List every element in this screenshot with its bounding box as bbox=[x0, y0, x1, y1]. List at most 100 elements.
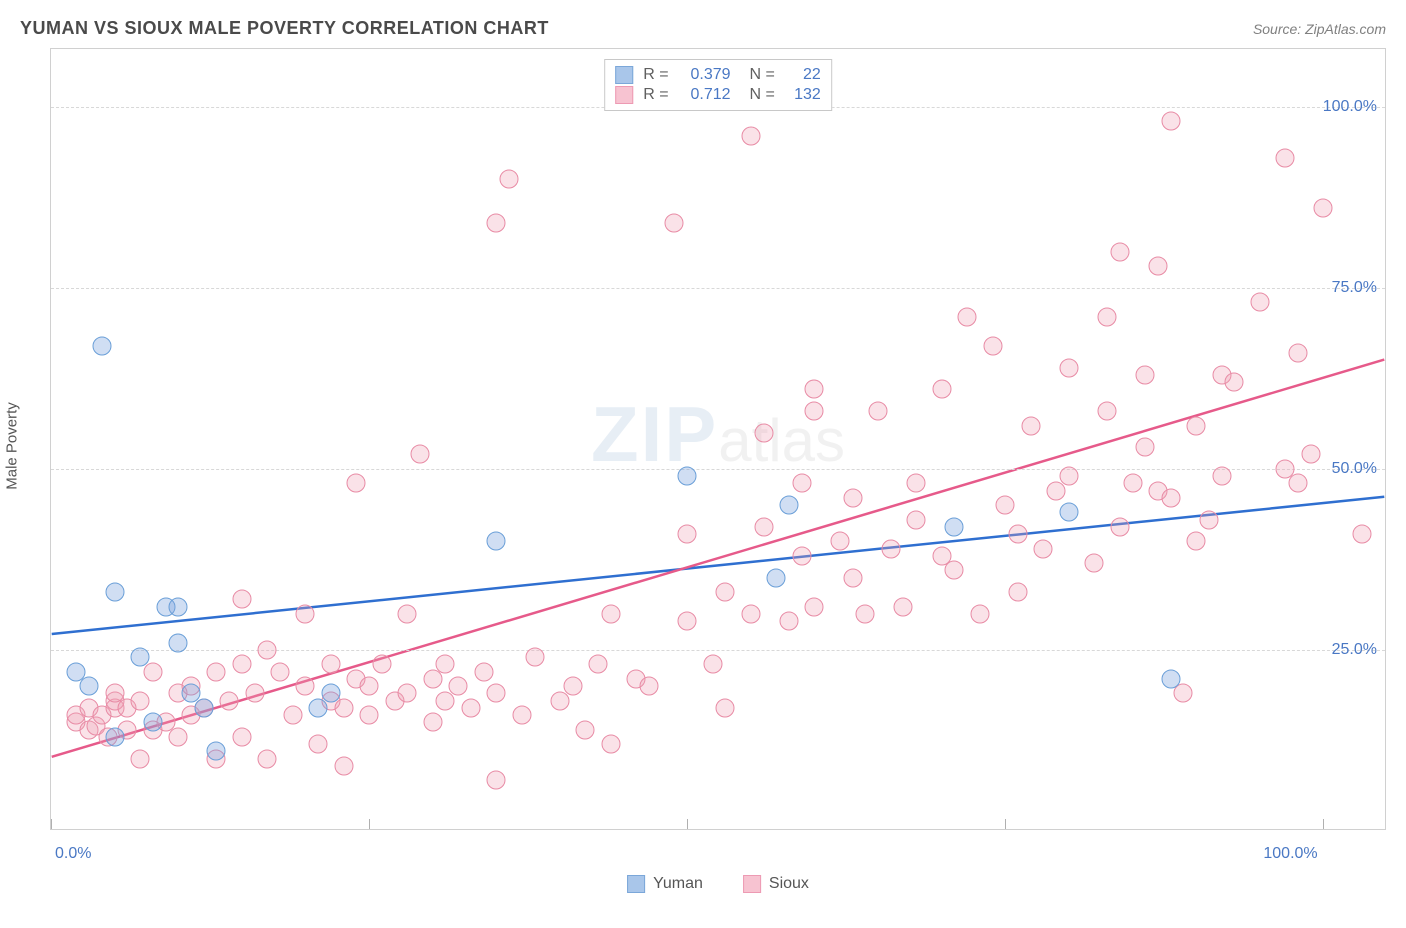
data-point bbox=[194, 698, 213, 717]
legend-r-value: 0.712 bbox=[679, 86, 731, 104]
data-point bbox=[321, 684, 340, 703]
data-point bbox=[907, 510, 926, 529]
data-point bbox=[779, 612, 798, 631]
data-point bbox=[678, 525, 697, 544]
legend-n-label: N = bbox=[741, 86, 775, 104]
data-point bbox=[1250, 293, 1269, 312]
legend-n-value: 132 bbox=[785, 86, 821, 104]
data-point bbox=[1288, 344, 1307, 363]
data-point bbox=[487, 771, 506, 790]
data-point bbox=[1110, 517, 1129, 536]
legend-label: Sioux bbox=[769, 875, 809, 893]
y-tick-label: 25.0% bbox=[1332, 641, 1377, 659]
data-point bbox=[283, 706, 302, 725]
data-point bbox=[996, 496, 1015, 515]
data-point bbox=[945, 561, 964, 580]
y-axis-label: Male Poverty bbox=[4, 402, 21, 490]
data-point bbox=[232, 655, 251, 674]
data-point bbox=[360, 706, 379, 725]
data-point bbox=[1161, 112, 1180, 131]
data-point bbox=[716, 583, 735, 602]
data-point bbox=[207, 662, 226, 681]
data-point bbox=[894, 597, 913, 616]
legend-n-value: 22 bbox=[785, 66, 821, 84]
legend-stat-row: R = 0.712 N = 132 bbox=[615, 86, 821, 104]
x-tick bbox=[51, 819, 52, 829]
data-point bbox=[563, 677, 582, 696]
data-point bbox=[843, 568, 862, 587]
data-point bbox=[410, 445, 429, 464]
x-tick bbox=[1005, 819, 1006, 829]
data-point bbox=[1148, 257, 1167, 276]
data-point bbox=[474, 662, 493, 681]
data-point bbox=[1276, 148, 1295, 167]
data-point bbox=[970, 604, 989, 623]
data-point bbox=[512, 706, 531, 725]
data-point bbox=[1352, 525, 1371, 544]
data-point bbox=[1136, 365, 1155, 384]
data-point bbox=[805, 402, 824, 421]
legend-r-label: R = bbox=[643, 86, 668, 104]
data-point bbox=[1098, 307, 1117, 326]
legend-n-label: N = bbox=[741, 66, 775, 84]
x-tick bbox=[1323, 819, 1324, 829]
data-point bbox=[1098, 402, 1117, 421]
data-point bbox=[1161, 488, 1180, 507]
data-point bbox=[1314, 199, 1333, 218]
legend-series: Yuman Sioux bbox=[627, 840, 809, 928]
chart-title: YUMAN VS SIOUX MALE POVERTY CORRELATION … bbox=[20, 18, 549, 39]
data-point bbox=[169, 633, 188, 652]
data-point bbox=[1059, 467, 1078, 486]
data-point bbox=[487, 532, 506, 551]
legend-stats: R =0.379 N =22R =0.712 N =132 bbox=[604, 59, 832, 111]
data-point bbox=[169, 597, 188, 616]
y-tick-label: 50.0% bbox=[1332, 460, 1377, 478]
legend-r-label: R = bbox=[643, 66, 668, 84]
y-tick-label: 100.0% bbox=[1323, 98, 1377, 116]
data-point bbox=[1161, 669, 1180, 688]
data-point bbox=[309, 735, 328, 754]
data-point bbox=[296, 604, 315, 623]
trend-line bbox=[52, 497, 1385, 634]
data-point bbox=[423, 713, 442, 732]
plot-area: ZIP atlas R =0.379 N =22R =0.712 N =132 … bbox=[50, 48, 1386, 830]
data-point bbox=[296, 677, 315, 696]
data-point bbox=[678, 467, 697, 486]
data-point bbox=[1085, 554, 1104, 573]
data-point bbox=[525, 648, 544, 667]
data-point bbox=[449, 677, 468, 696]
data-point bbox=[805, 380, 824, 399]
data-point bbox=[665, 213, 684, 232]
data-point bbox=[932, 380, 951, 399]
data-point bbox=[754, 423, 773, 442]
data-point bbox=[767, 568, 786, 587]
data-point bbox=[207, 742, 226, 761]
legend-item: Yuman bbox=[627, 840, 703, 928]
data-point bbox=[601, 735, 620, 754]
gridline bbox=[51, 469, 1385, 470]
data-point bbox=[92, 336, 111, 355]
data-point bbox=[576, 720, 595, 739]
source-label: Source: ZipAtlas.com bbox=[1253, 21, 1386, 37]
data-point bbox=[220, 691, 239, 710]
data-point bbox=[258, 749, 277, 768]
data-point bbox=[1288, 474, 1307, 493]
data-point bbox=[1034, 539, 1053, 558]
data-point bbox=[398, 604, 417, 623]
data-point bbox=[334, 756, 353, 775]
data-point bbox=[869, 402, 888, 421]
data-point bbox=[500, 170, 519, 189]
data-point bbox=[754, 517, 773, 536]
data-point bbox=[640, 677, 659, 696]
x-tick-label: 100.0% bbox=[1263, 845, 1317, 863]
data-point bbox=[232, 727, 251, 746]
legend-swatch bbox=[615, 66, 633, 84]
data-point bbox=[372, 655, 391, 674]
data-point bbox=[143, 662, 162, 681]
data-point bbox=[1021, 416, 1040, 435]
legend-label: Yuman bbox=[653, 875, 703, 893]
data-point bbox=[1187, 416, 1206, 435]
data-point bbox=[741, 126, 760, 145]
legend-swatch bbox=[743, 875, 761, 893]
legend-swatch bbox=[627, 875, 645, 893]
